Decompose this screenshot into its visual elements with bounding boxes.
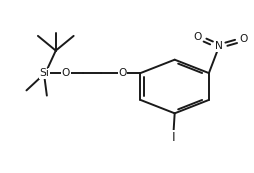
Text: O: O [193,32,201,42]
Text: O: O [61,68,70,78]
Text: O: O [118,68,126,78]
Text: Si: Si [39,68,49,78]
Text: N: N [214,41,222,51]
Text: O: O [238,34,247,44]
Text: I: I [171,131,174,144]
